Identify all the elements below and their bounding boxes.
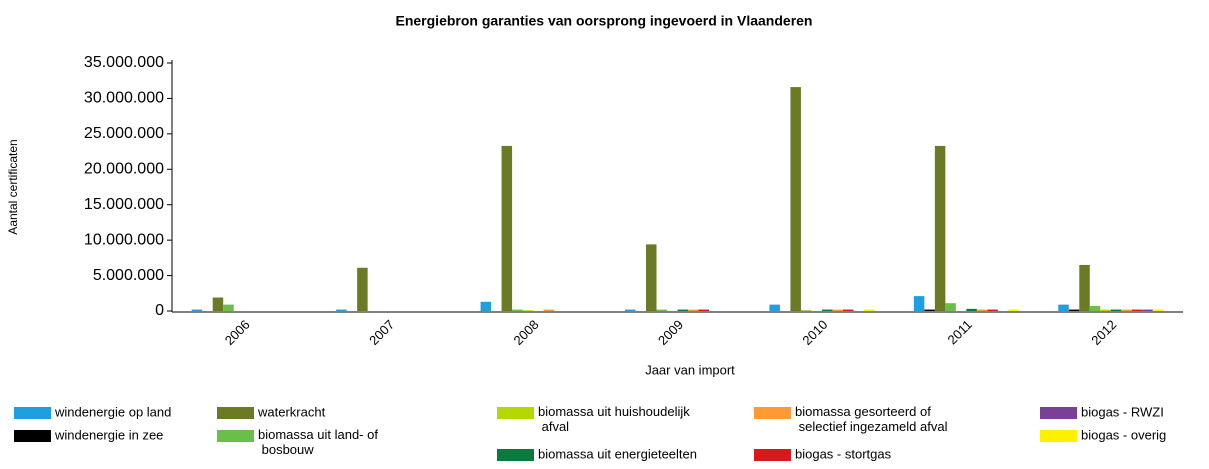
bar — [842, 309, 854, 311]
bar — [945, 303, 956, 311]
bar — [480, 301, 492, 311]
legend-swatch — [217, 407, 254, 419]
legend-label: biomassa uit energieteelten — [538, 446, 697, 461]
bar — [1100, 309, 1111, 311]
bar — [769, 304, 780, 311]
y-tick-label: 15.000.000 — [84, 196, 164, 213]
legend-swatch — [754, 407, 791, 419]
bar — [522, 310, 534, 311]
y-tick-label: 10.000.000 — [84, 231, 164, 248]
legend-swatch — [754, 449, 791, 461]
bar — [646, 244, 657, 311]
bar — [1131, 309, 1143, 311]
bar — [543, 309, 555, 311]
legend-label: biogas - RWZI — [1081, 404, 1164, 419]
bar — [191, 309, 203, 311]
x-tick-label: 2011 — [945, 317, 975, 347]
bar — [688, 309, 699, 311]
bar — [1008, 309, 1019, 311]
y-axis-label: Aantal certificaten — [6, 139, 20, 234]
legend-swatch — [14, 430, 51, 442]
bar — [698, 309, 709, 311]
bar — [821, 309, 833, 311]
y-tick-label: 0 — [155, 302, 164, 319]
legend-label: biomassa uit land- of bosbouw — [258, 427, 378, 457]
bar — [800, 310, 812, 311]
bar — [677, 309, 688, 311]
bar — [357, 267, 368, 311]
bar — [212, 297, 224, 311]
bar — [966, 308, 977, 311]
bar — [913, 296, 925, 311]
bar — [1058, 304, 1069, 311]
x-tick-label: 2009 — [655, 317, 686, 348]
legend-swatch — [497, 407, 534, 419]
bar — [863, 309, 875, 311]
bar — [790, 87, 801, 311]
legend-label: windenergie in zee — [54, 427, 163, 442]
bar — [223, 304, 234, 311]
y-tick-label: 35.000.000 — [84, 54, 164, 71]
legend-label: waterkracht — [257, 404, 326, 419]
legend-label: biomassa uit huishoudelijk afval — [538, 404, 690, 434]
legend-label: windenergie op land — [54, 404, 171, 419]
legend-label: biogas - stortgas — [795, 446, 892, 461]
x-tick-label: 2008 — [511, 317, 542, 348]
bar — [1110, 309, 1122, 311]
legend-label: biogas - overig — [1081, 427, 1166, 442]
bar — [336, 309, 347, 311]
legend-swatch — [217, 430, 254, 442]
bar — [987, 309, 998, 311]
y-tick-label: 30.000.000 — [84, 90, 164, 107]
legend-swatch — [1040, 430, 1077, 442]
bar — [924, 309, 935, 311]
legend-swatch — [14, 407, 51, 419]
bar — [625, 309, 636, 311]
bar — [1121, 309, 1132, 311]
bar — [512, 309, 523, 311]
bar — [832, 309, 843, 311]
x-tick-label: 2010 — [799, 317, 830, 348]
bar — [501, 145, 513, 311]
bar — [1079, 264, 1090, 311]
bar — [1089, 306, 1101, 311]
bar — [1142, 309, 1153, 311]
bar — [1068, 309, 1080, 311]
legend-label: biomassa gesorteerd of selectief ingezam… — [795, 404, 948, 434]
x-tick-label: 2007 — [366, 317, 397, 348]
x-tick-label: 2012 — [1088, 317, 1119, 348]
bar — [1152, 309, 1164, 311]
bar — [656, 309, 667, 311]
bar — [976, 309, 988, 311]
chart-title: Energiebron garanties van oorsprong inge… — [396, 13, 813, 29]
y-tick-label: 5.000.000 — [93, 267, 164, 284]
y-tick-label: 25.000.000 — [84, 125, 164, 142]
legend-swatch — [497, 449, 534, 461]
y-tick-label: 20.000.000 — [84, 161, 164, 178]
x-axis-label: Jaar van import — [645, 362, 735, 377]
bar — [934, 145, 946, 311]
legend-swatch — [1040, 407, 1077, 419]
x-tick-label: 2006 — [222, 317, 253, 348]
